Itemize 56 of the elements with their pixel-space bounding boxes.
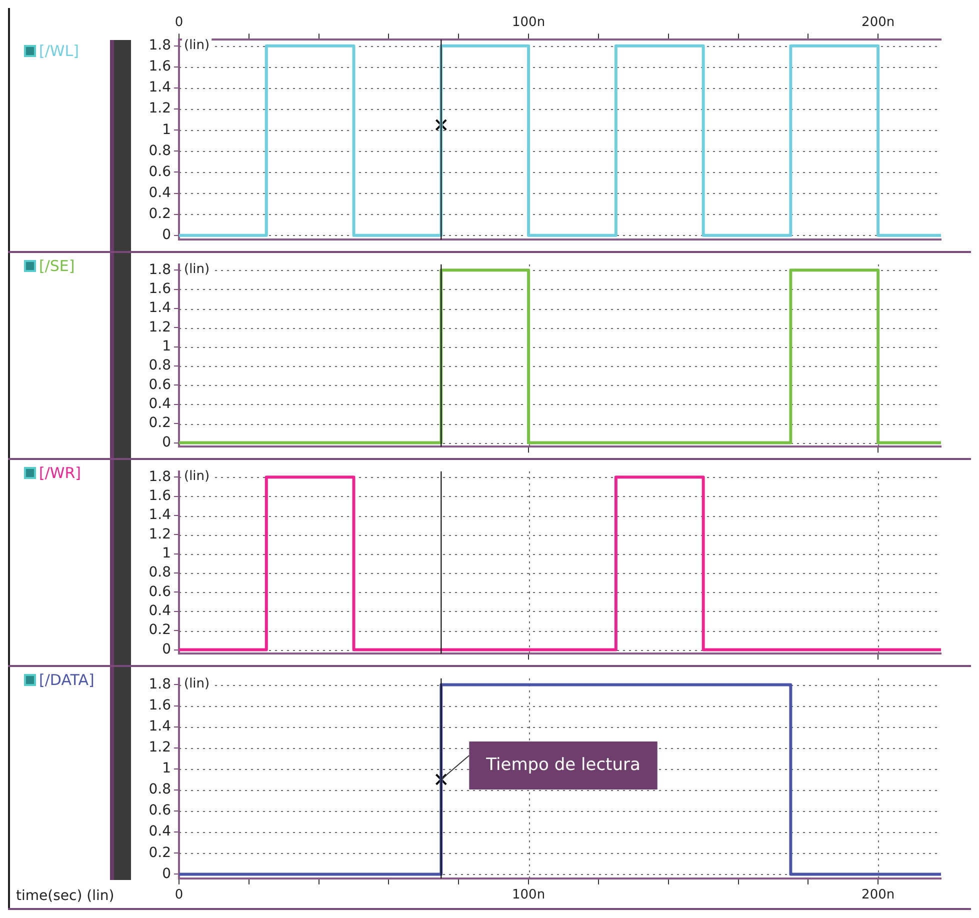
y-tick-label: 0.6 <box>148 376 172 393</box>
text: [/WL] <box>39 42 79 60</box>
y-tick-label: 1.6 <box>148 58 172 75</box>
text: [/SE] <box>39 257 75 275</box>
y-tick-label: 1.4 <box>148 507 172 524</box>
x2-tick-label: 0 <box>174 15 184 30</box>
y-tick-label: 1 <box>162 122 171 138</box>
y-tick-label: 0 <box>162 227 171 244</box>
y-tick-label: 0.4 <box>148 184 172 201</box>
x-axis-title: time(sec) (lin) <box>16 888 114 904</box>
y-tick-label: 1.8 <box>148 262 171 278</box>
y-tick-label: 1 <box>162 338 171 355</box>
x2-tick-label: 200n <box>862 15 895 30</box>
y-tick-label: 1.6 <box>148 488 172 504</box>
y-tick-label: 1.4 <box>148 718 172 734</box>
y-tick-label: 0.4 <box>148 396 172 412</box>
text: [/WR] <box>39 464 82 482</box>
y-tick-label: 0.4 <box>148 824 172 840</box>
y-tick-label: 0.2 <box>148 415 171 432</box>
y-tick-label: 0.8 <box>148 142 171 159</box>
y-tick-label: 0.8 <box>148 358 171 374</box>
x-tick-label: 0 <box>174 888 184 903</box>
y-tick-label: 1.8 <box>148 38 171 54</box>
y-tick-label: 0.6 <box>148 802 172 819</box>
y-tick-label: 0.2 <box>148 844 171 861</box>
y-tick-label: 0.2 <box>148 622 171 638</box>
y-tick-label: 1 <box>162 760 171 777</box>
y-tick-label: 0.4 <box>148 603 172 620</box>
y-tick-label: 1.2 <box>148 100 171 117</box>
y-axis-title: (lin) <box>184 469 210 484</box>
y-tick-label: 0 <box>162 866 171 882</box>
y-tick-label: 1.4 <box>148 80 172 96</box>
y-tick-label: 1.8 <box>148 676 171 692</box>
y-tick-label: 1 <box>162 546 171 562</box>
y-tick-label: 0.6 <box>148 164 172 180</box>
y-tick-label: 1.6 <box>148 697 172 714</box>
annotation: Tiempo de lectura <box>485 754 640 775</box>
y-tick-label: 1.2 <box>148 740 171 756</box>
y-tick-label: 0.6 <box>148 584 172 600</box>
y-axis-title: (lin) <box>184 676 210 692</box>
y-tick-label: 1.8 <box>148 468 171 485</box>
y-tick-label: 0 <box>162 641 171 658</box>
y-tick-label: 0.8 <box>148 782 171 798</box>
y-tick-label: 0.2 <box>148 206 171 222</box>
x2-tick-label: 100n <box>512 15 546 30</box>
y-tick-label: 1.2 <box>148 319 171 336</box>
y-tick-label: 1.2 <box>148 526 171 542</box>
y-tick-label: 0.8 <box>148 564 171 581</box>
y-tick-label: 1.6 <box>148 280 172 297</box>
y-axis-title: (lin) <box>184 262 210 278</box>
y-tick-label: 0 <box>162 434 171 450</box>
y-axis-title: (lin) <box>184 38 210 53</box>
text: [/DATA] <box>39 671 94 689</box>
y-tick-label: 1.4 <box>148 300 172 316</box>
x-tick-label: 200n <box>862 888 895 903</box>
x-tick-label: 100n <box>512 888 546 903</box>
